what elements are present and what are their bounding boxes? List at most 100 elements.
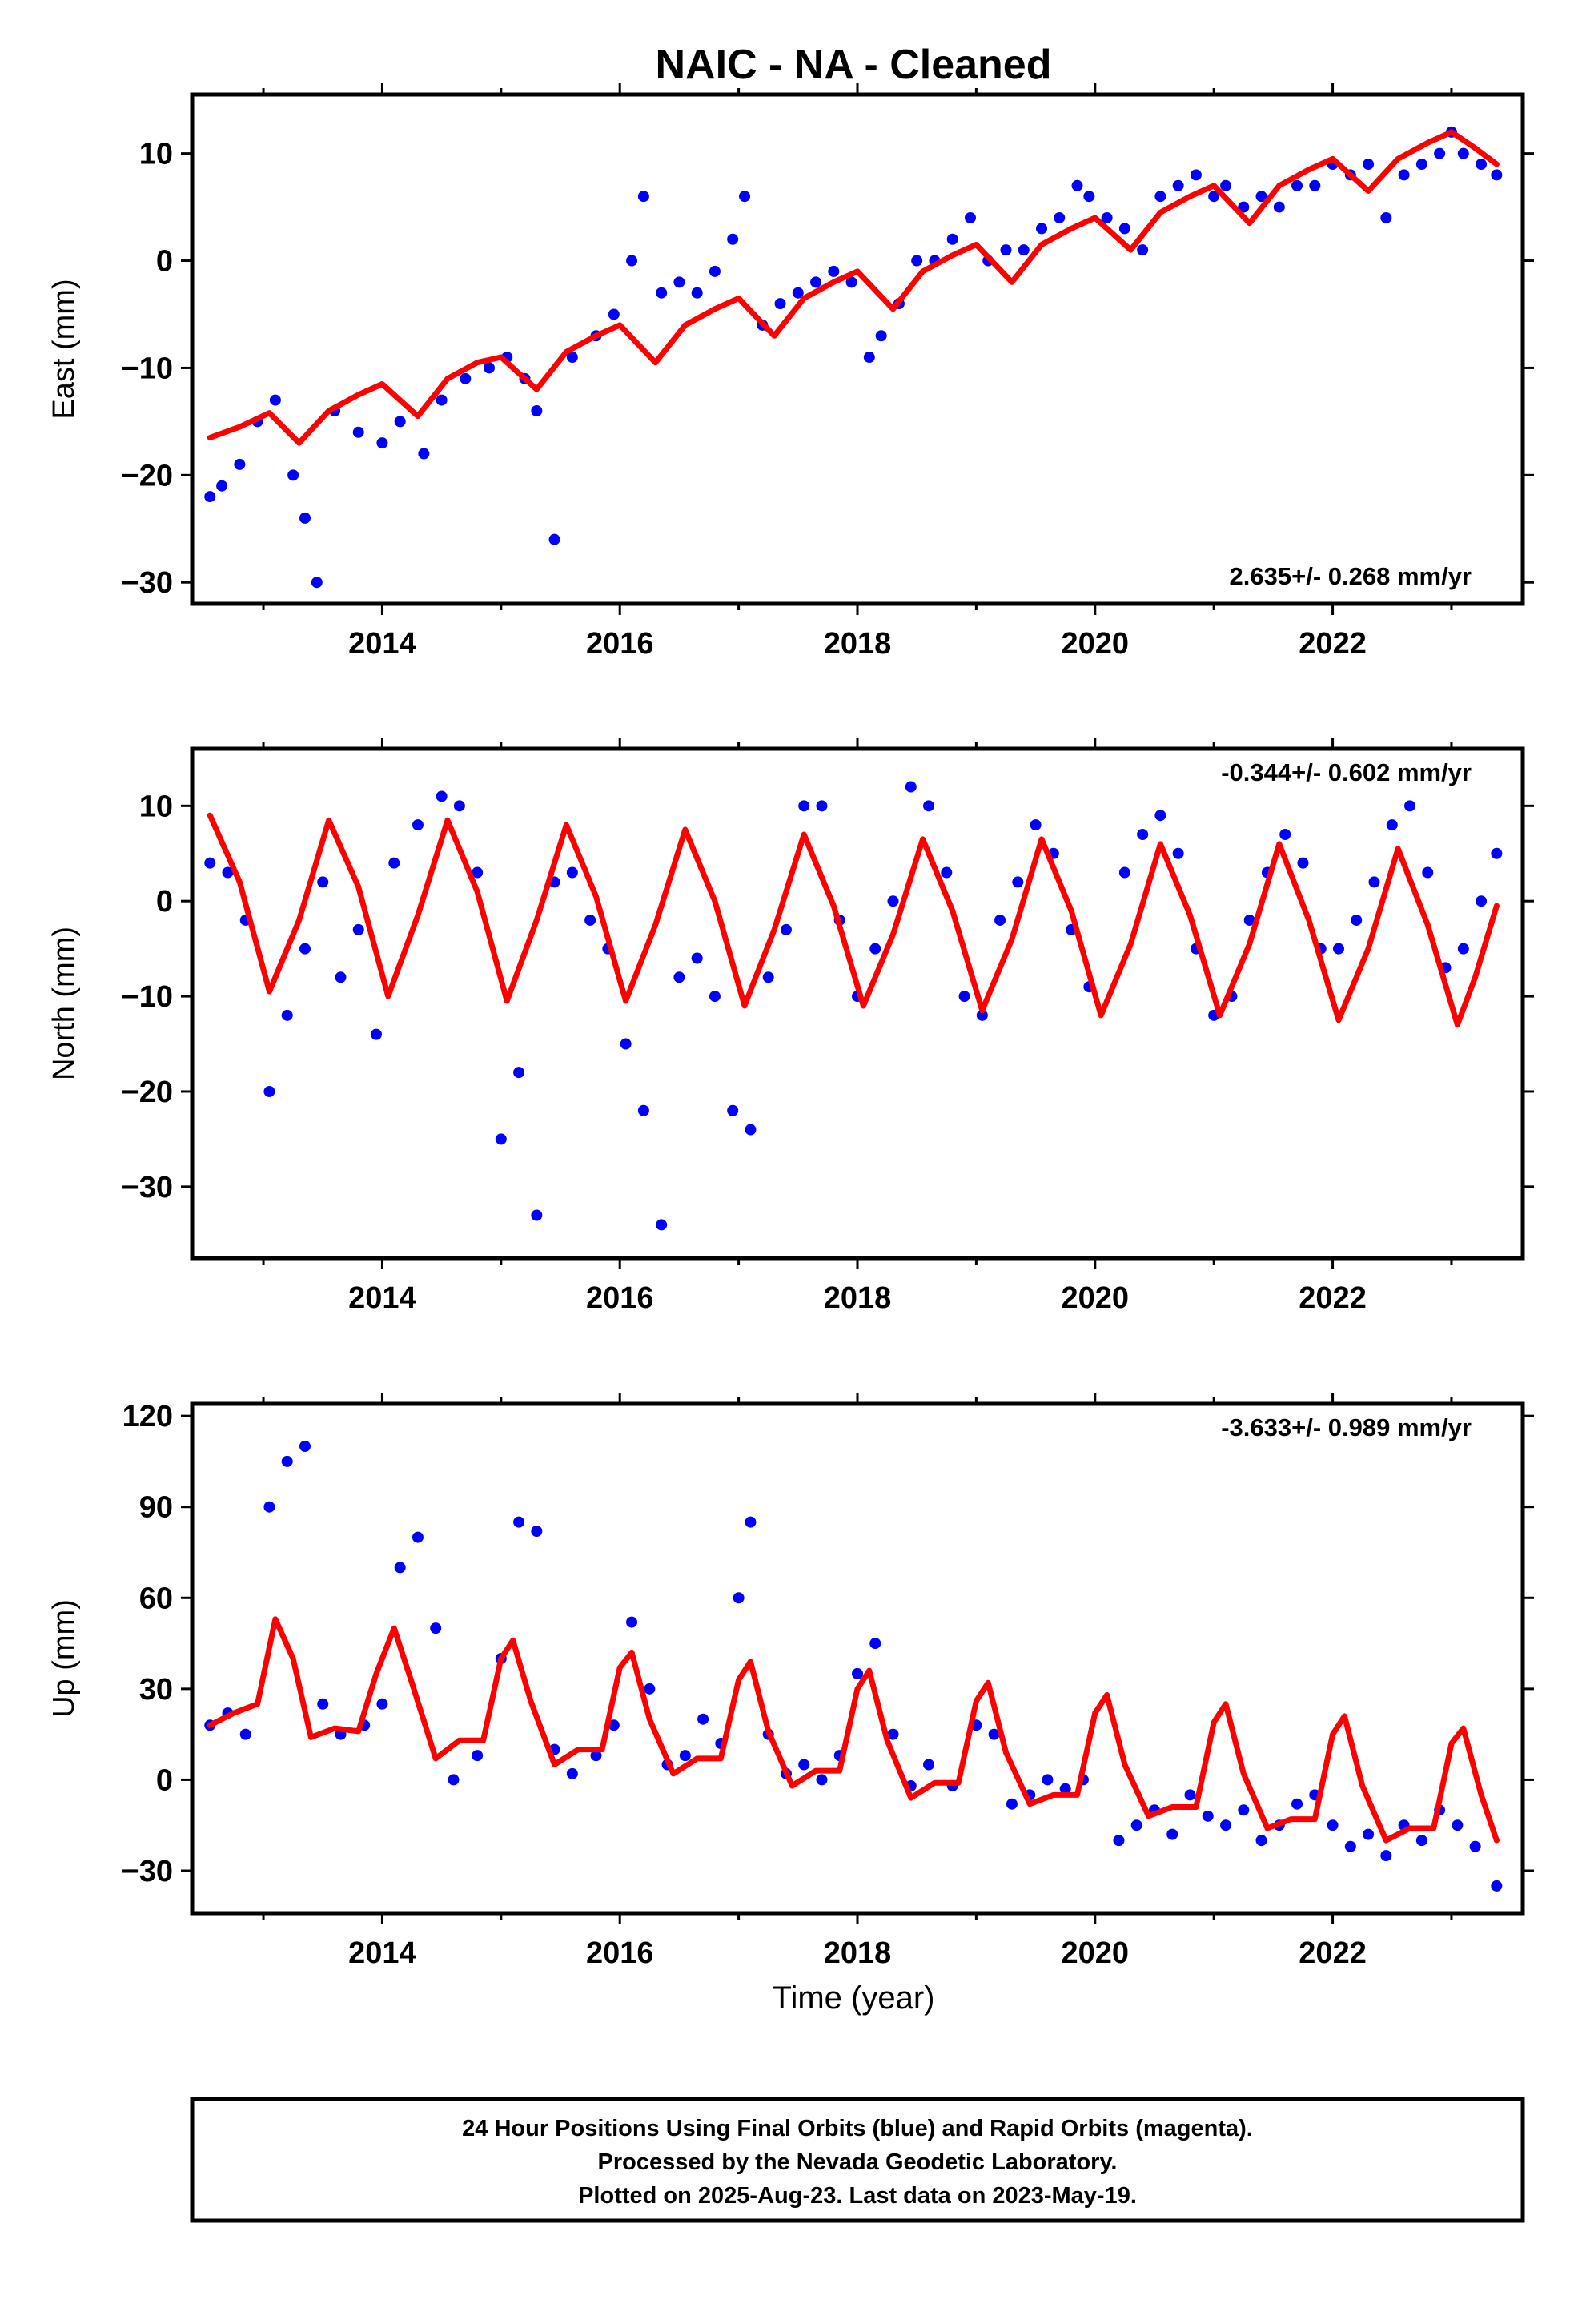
data-point [1000, 244, 1012, 256]
data-point [584, 914, 596, 926]
x-tick-label: 2022 [1299, 1281, 1367, 1315]
data-point [1469, 1840, 1481, 1852]
data-point [709, 265, 721, 277]
data-point [513, 1067, 525, 1079]
data-point [1042, 1774, 1054, 1786]
data-point [626, 1616, 638, 1628]
data-point [673, 276, 685, 288]
x-tick-label: 2018 [824, 1936, 892, 1970]
data-point [1243, 914, 1255, 926]
x-tick-label: 2014 [348, 1281, 416, 1315]
data-point [656, 1219, 668, 1231]
data-point [317, 876, 329, 888]
x-tick-label: 2016 [586, 627, 654, 661]
data-point [531, 404, 543, 416]
data-point [1036, 223, 1048, 235]
data-point [1291, 1798, 1303, 1810]
rate-label-north: -0.344+/- 0.602 mm/yr [1221, 758, 1472, 786]
data-point [1491, 169, 1503, 181]
data-point [1255, 1835, 1267, 1847]
y-tick-label: 60 [139, 1582, 173, 1615]
data-point [1130, 1819, 1142, 1831]
data-point [436, 394, 448, 406]
data-point [234, 458, 246, 470]
data-point [1415, 159, 1427, 171]
data-point [299, 512, 311, 524]
data-point [263, 1085, 275, 1097]
y-tick-label: −20 [122, 459, 173, 493]
data-point [394, 416, 406, 428]
data-point [1137, 828, 1149, 840]
data-point [1202, 1810, 1214, 1822]
x-tick-label: 2022 [1299, 1936, 1367, 1970]
data-point [709, 991, 721, 1003]
data-point [626, 255, 638, 267]
data-point [448, 1774, 460, 1786]
data-point [1273, 201, 1285, 213]
data-point [1154, 191, 1166, 203]
data-point [1380, 211, 1392, 223]
x-tick-label: 2018 [824, 627, 892, 661]
data-point [828, 265, 840, 277]
data-point [216, 480, 228, 492]
data-point [691, 287, 703, 299]
data-point [1327, 1819, 1339, 1831]
data-point [566, 1767, 578, 1779]
chart-title: NAIC - NA - Cleaned [656, 42, 1052, 88]
data-point [299, 1441, 311, 1452]
y-axis-title-up: Up (mm) [47, 1599, 81, 1718]
footer-line-1: 24 Hour Positions Using Final Orbits (bl… [462, 2116, 1253, 2141]
data-point [1291, 179, 1303, 191]
data-point [371, 1028, 383, 1040]
data-point [1344, 1840, 1356, 1852]
data-point [1071, 179, 1083, 191]
data-point [566, 866, 578, 879]
data-point [495, 1133, 507, 1145]
data-point [798, 1759, 810, 1771]
data-point [472, 866, 484, 879]
y-tick-label: 10 [139, 138, 173, 171]
data-point [608, 308, 620, 320]
data-point [335, 971, 347, 983]
data-point [644, 1683, 656, 1695]
data-point [1030, 819, 1042, 831]
data-point [317, 1698, 329, 1710]
data-point [1238, 201, 1250, 213]
y-tick-label: −10 [122, 352, 173, 385]
panel-frame-up [190, 1401, 1525, 1916]
x-tick-label: 2016 [586, 1936, 654, 1970]
data-point [1255, 191, 1267, 203]
y-tick-label: 0 [156, 1763, 173, 1797]
data-point [1220, 179, 1232, 191]
data-point [1006, 1798, 1018, 1810]
data-point [1457, 943, 1469, 955]
data-point [739, 191, 751, 203]
data-point [1476, 895, 1488, 907]
data-point [762, 971, 774, 983]
data-point [1172, 847, 1184, 859]
y-tick-label: 0 [156, 245, 173, 279]
x-tick-label: 2020 [1062, 1936, 1130, 1970]
panels-layer: 2014 2016 2018 2020 2022 10 0 −10 −20 −30 East (mm… [47, 83, 1534, 1970]
data-point [679, 1750, 691, 1762]
data-point [1018, 244, 1030, 256]
data-point [239, 1728, 251, 1740]
data-point [287, 469, 299, 481]
data-point [941, 866, 953, 879]
data-point [673, 971, 685, 983]
x-axis-title: Time (year) [773, 1980, 935, 2016]
data-point [483, 362, 495, 374]
data-point [590, 1750, 602, 1762]
data-point [281, 1009, 293, 1021]
data-point [1434, 147, 1446, 159]
data-point [1452, 1819, 1464, 1831]
y-tick-label: −10 [122, 980, 173, 1014]
data-point [1380, 1850, 1392, 1862]
data-point [263, 1501, 275, 1513]
data-point [1118, 223, 1130, 235]
x-tick-label: 2018 [824, 1281, 892, 1315]
data-point [608, 1719, 620, 1731]
y-tick-label: 30 [139, 1673, 173, 1707]
data-point [1137, 244, 1149, 256]
